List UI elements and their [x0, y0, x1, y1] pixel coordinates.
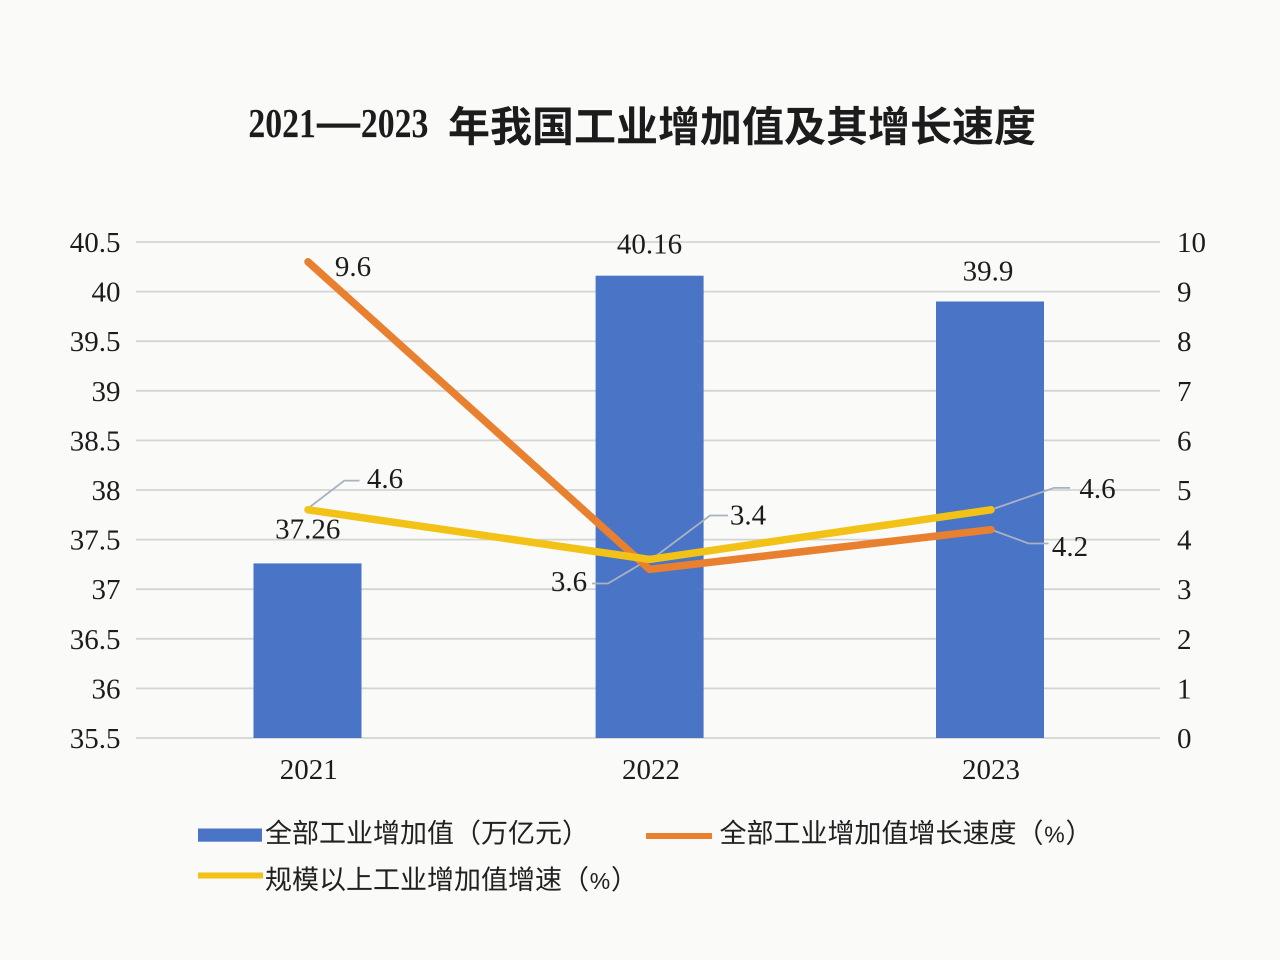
svg-text:4.2: 4.2	[1052, 531, 1088, 563]
svg-text:40.16: 40.16	[617, 229, 682, 261]
svg-text:6: 6	[1177, 425, 1192, 457]
svg-text:4.6: 4.6	[1079, 473, 1115, 505]
svg-text:2022: 2022	[622, 754, 680, 786]
svg-text:4: 4	[1177, 525, 1192, 557]
svg-text:0: 0	[1177, 723, 1192, 755]
svg-text:1: 1	[1177, 673, 1192, 705]
svg-text:9.6: 9.6	[335, 251, 371, 283]
svg-text:3.4: 3.4	[730, 500, 767, 532]
svg-text:36.5: 36.5	[70, 624, 121, 656]
svg-text:10: 10	[1177, 227, 1206, 259]
svg-text:39.9: 39.9	[963, 256, 1014, 288]
svg-text:37.5: 37.5	[70, 525, 121, 557]
svg-text:2023: 2023	[361, 100, 429, 146]
svg-text:8: 8	[1177, 326, 1192, 358]
svg-text:2023: 2023	[962, 754, 1020, 786]
svg-text:7: 7	[1177, 376, 1192, 408]
svg-text:9: 9	[1177, 277, 1192, 309]
svg-text:40.5: 40.5	[70, 227, 121, 259]
svg-text:4.6: 4.6	[367, 463, 403, 495]
svg-text:39.5: 39.5	[70, 326, 121, 358]
svg-text:37: 37	[92, 574, 121, 606]
svg-text:5: 5	[1177, 475, 1192, 507]
svg-text:37.26: 37.26	[275, 514, 340, 546]
svg-text:%: %	[590, 868, 610, 894]
svg-text:3.6: 3.6	[551, 566, 587, 598]
svg-text:2: 2	[1177, 624, 1192, 656]
svg-text:39: 39	[92, 376, 121, 408]
svg-text:35.5: 35.5	[70, 723, 121, 755]
svg-text:36: 36	[92, 673, 121, 705]
svg-text:%: %	[1044, 822, 1064, 848]
svg-text:2021: 2021	[280, 754, 338, 786]
svg-text:40: 40	[92, 277, 121, 309]
svg-text:38: 38	[92, 475, 121, 507]
svg-text:3: 3	[1177, 574, 1192, 606]
svg-text:2021: 2021	[248, 100, 316, 146]
svg-text:38.5: 38.5	[70, 425, 121, 457]
